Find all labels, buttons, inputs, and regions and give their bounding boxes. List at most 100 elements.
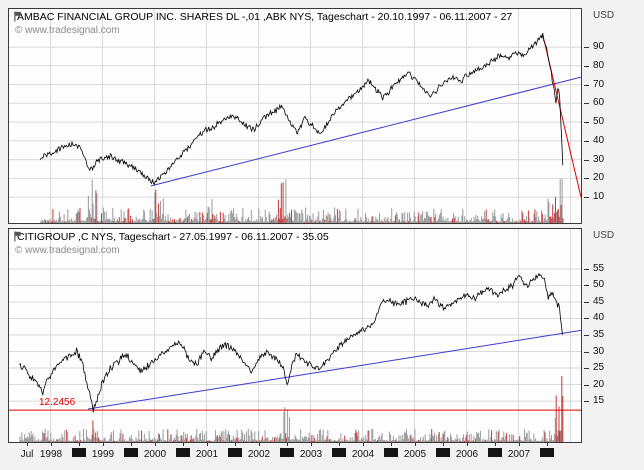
y-axis-tick-mark: [584, 47, 589, 48]
y-axis-tick-label: 50: [593, 116, 605, 127]
axis-month-marker: [72, 448, 86, 457]
y-axis-tick-mark: [584, 368, 589, 369]
x-axis-tick-mark: [339, 443, 340, 446]
y-axis-tick-mark: [584, 103, 589, 104]
x-axis-tick-mark: [51, 443, 52, 446]
y-axis-tick-label: 80: [593, 60, 605, 71]
price-axis-unit: USD: [593, 10, 615, 21]
y-axis-tick-mark: [584, 141, 589, 142]
x-axis-tick-mark: [103, 443, 104, 446]
y-axis-tick-label: 40: [593, 135, 605, 146]
y-axis-tick-label: 35: [593, 329, 605, 340]
x-axis-tick-label: Jul: [20, 449, 34, 460]
x-axis-tick-mark: [183, 443, 184, 446]
y-axis-tick-label: 70: [593, 79, 605, 90]
x-axis-tick-label: 1998: [39, 449, 63, 460]
price-series: [19, 272, 564, 413]
y-axis-tick-label: 25: [593, 362, 605, 373]
y-axis-tick-mark: [584, 352, 589, 353]
x-axis-tick-mark: [311, 443, 312, 446]
axis-month-marker: [384, 448, 398, 457]
axis-month-marker: [176, 448, 190, 457]
x-axis-tick-mark: [287, 443, 288, 446]
y-axis-tick-label: 50: [593, 279, 605, 290]
x-axis-tick-label: 2007: [507, 449, 531, 460]
x-axis-tick-label: 2006: [455, 449, 479, 460]
axis-month-marker: [124, 448, 138, 457]
x-axis-tick-mark: [131, 443, 132, 446]
y-axis-tick-label: 15: [593, 395, 605, 406]
y-axis-tick-mark: [584, 197, 589, 198]
volume-bars: [40, 179, 564, 223]
y-axis-tick-mark: [584, 318, 589, 319]
uptrend-line[interactable]: [87, 329, 581, 410]
x-axis-tick-mark: [207, 443, 208, 446]
ambac-chart-panel: AMBAC FINANCIAL GROUP INC. SHARES DL -,0…: [8, 8, 582, 224]
y-axis-tick-mark: [584, 335, 589, 336]
x-axis-tick-mark: [519, 443, 520, 446]
tradesignal-copyright: © www.tradesignal.com: [15, 245, 120, 256]
x-axis-tick-label: 1999: [91, 449, 115, 460]
x-axis-tick-label: 2004: [351, 449, 375, 460]
axis-month-marker: [228, 448, 242, 457]
price-axis-unit: USD: [593, 230, 615, 241]
axis-month-marker: [332, 448, 346, 457]
y-axis-tick-label: 20: [593, 172, 605, 183]
y-axis-tick-label: 55: [593, 263, 605, 274]
y-axis-tick-mark: [584, 66, 589, 67]
x-axis-tick-mark: [235, 443, 236, 446]
y-axis-tick-label: 60: [593, 97, 605, 108]
x-axis-tick-mark: [415, 443, 416, 446]
y-axis-tick-mark: [584, 302, 589, 303]
ambac-title-row: AMBAC FINANCIAL GROUP INC. SHARES DL -,0…: [13, 11, 512, 23]
time-axis[interactable]: Jul 1998 1999 2000 2001 2002 2003 2004 2005 2006 2…: [9, 443, 589, 468]
axis-month-marker: [488, 448, 502, 457]
support-price-label: 12.2456: [39, 397, 76, 409]
gridlines: [9, 9, 581, 223]
uptrend-line[interactable]: [150, 76, 581, 187]
x-axis-tick-mark: [79, 443, 80, 446]
x-axis-tick-mark: [495, 443, 496, 446]
x-axis-tick-label: 2000: [143, 449, 167, 460]
x-axis-tick-mark: [259, 443, 260, 446]
citigroup-chart-canvas[interactable]: [9, 229, 581, 442]
x-axis-tick-mark: [467, 443, 468, 446]
y-axis-tick-mark: [584, 122, 589, 123]
x-axis-tick-mark: [155, 443, 156, 446]
citigroup-title-row: CITIGROUP ,C NYS, Tageschart - 27.05.199…: [13, 231, 329, 243]
y-axis-tick-mark: [584, 160, 589, 161]
y-axis-tick-label: 20: [593, 379, 605, 390]
tradesignal-copyright: © www.tradesignal.com: [15, 25, 120, 36]
x-axis-tick-mark: [391, 443, 392, 446]
ambac-chart-canvas[interactable]: [9, 9, 581, 223]
x-axis-tick-mark: [547, 443, 548, 446]
x-axis-tick-mark: [363, 443, 364, 446]
axis-month-marker: [540, 448, 554, 457]
x-axis-tick-label: 2005: [403, 449, 427, 460]
price-series: [39, 32, 564, 186]
citigroup-price-axis[interactable]: USD 15 20 25 30 35 40 45 50 55: [584, 229, 644, 444]
volume-bars: [19, 376, 564, 442]
y-axis-tick-label: 30: [593, 346, 605, 357]
x-axis-tick-mark: [27, 443, 28, 446]
y-axis-tick-label: 40: [593, 312, 605, 323]
y-axis-tick-label: 45: [593, 296, 605, 307]
x-axis-tick-label: 2002: [247, 449, 271, 460]
y-axis-tick-label: 30: [593, 154, 605, 165]
citigroup-chart-title: CITIGROUP ,C NYS, Tageschart - 27.05.199…: [17, 231, 329, 243]
axis-month-marker: [280, 448, 294, 457]
y-axis-tick-mark: [584, 385, 589, 386]
y-axis-tick-label: 10: [593, 191, 605, 202]
ambac-price-axis[interactable]: USD 10 20 30 40 50 60 70 80 90: [584, 9, 644, 225]
y-axis-tick-mark: [584, 85, 589, 86]
ambac-chart-title: AMBAC FINANCIAL GROUP INC. SHARES DL -,0…: [17, 11, 513, 23]
y-axis-tick-mark: [584, 401, 589, 402]
y-axis-tick-label: 90: [593, 41, 605, 52]
x-axis-tick-label: 2001: [195, 449, 219, 460]
x-axis-tick-label: 2003: [299, 449, 323, 460]
x-axis-tick-mark: [443, 443, 444, 446]
y-axis-tick-mark: [584, 285, 589, 286]
y-axis-tick-mark: [584, 178, 589, 179]
gridlines: [9, 229, 581, 442]
